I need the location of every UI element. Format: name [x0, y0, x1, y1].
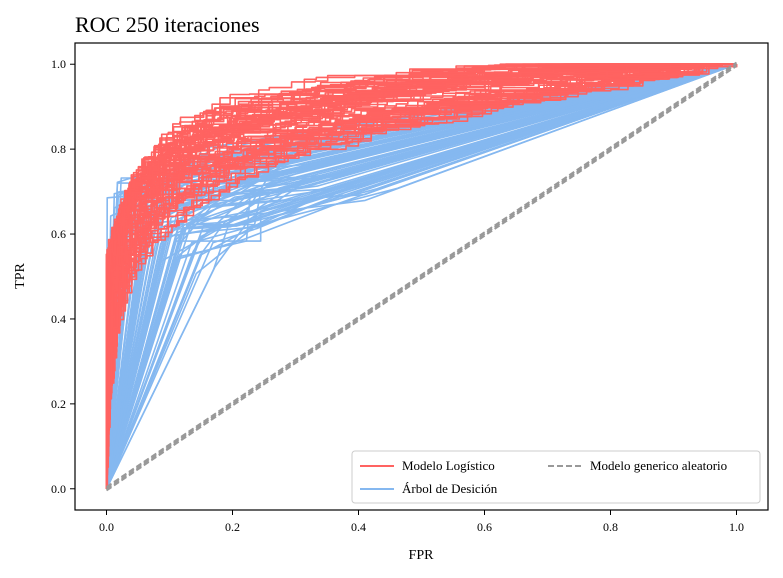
- x-axis-label: FPR: [409, 548, 435, 563]
- x-tick-label: 0.8: [603, 520, 618, 534]
- x-tick-label: 0.4: [351, 520, 366, 534]
- roc-curve: [105, 63, 737, 489]
- legend-box: [351, 450, 761, 504]
- series-0: [105, 63, 738, 490]
- roc-curve: [105, 63, 737, 489]
- y-tick-label: 0.0: [51, 482, 66, 496]
- legend-label-random: Modelo generico aleatorio: [590, 458, 727, 473]
- roc-curve: [105, 63, 737, 490]
- y-tick-label: 1.0: [51, 57, 66, 71]
- legend-label-logistic: Modelo Logístico: [402, 458, 495, 473]
- roc-curve: [105, 63, 737, 490]
- roc-curve: [105, 63, 737, 490]
- roc-curve: [105, 63, 737, 490]
- roc-curve: [105, 63, 737, 490]
- roc-curve: [105, 63, 737, 489]
- series-2: [105, 61, 738, 492]
- axes-frame: [74, 42, 769, 511]
- x-tick-label: 1.0: [729, 520, 744, 534]
- roc-curve: [105, 63, 737, 489]
- chart-title: ROC 250 iteraciones: [75, 12, 260, 37]
- y-tick-label: 0.2: [51, 397, 66, 411]
- roc-curve: [105, 63, 737, 489]
- legend: Modelo Logístico Árbol de Desición Model…: [351, 450, 761, 504]
- x-axis-ticks: 0.0 0.2 0.4 0.6 0.8 1.0: [99, 510, 744, 534]
- y-axis-label: TPR: [13, 263, 28, 289]
- y-tick-label: 0.6: [51, 227, 66, 241]
- roc-curve: [105, 61, 738, 488]
- x-tick-label: 0.0: [99, 520, 114, 534]
- legend-label-tree: Árbol de Desición: [402, 481, 498, 496]
- roc-curve: [105, 63, 737, 489]
- roc-curve: [105, 63, 737, 489]
- x-tick-label: 0.2: [225, 520, 240, 534]
- plot-area: [105, 61, 738, 492]
- roc-curve: [105, 63, 737, 490]
- y-tick-label: 0.8: [51, 142, 66, 156]
- roc-curve: [105, 63, 737, 490]
- y-axis-ticks: 0.0 0.2 0.4 0.6 0.8 1.0: [51, 57, 75, 496]
- roc-curve: [105, 63, 738, 490]
- roc-curve: [105, 63, 737, 489]
- y-tick-label: 0.4: [51, 312, 66, 326]
- x-tick-label: 0.6: [477, 520, 492, 534]
- roc-curve: [105, 63, 737, 489]
- roc-curve: [105, 65, 738, 492]
